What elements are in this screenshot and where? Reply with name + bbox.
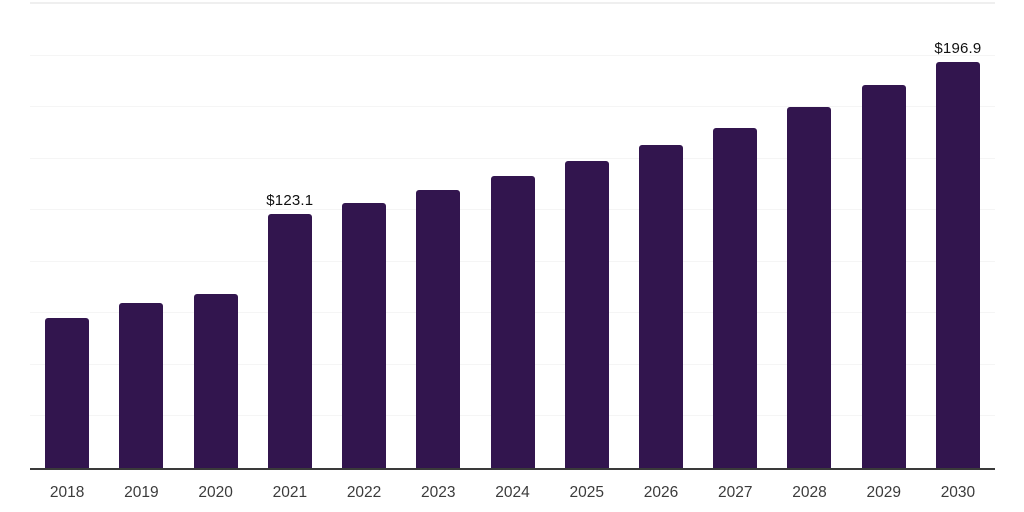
x-tick-2026: 2026 bbox=[643, 484, 679, 501]
bar-2029 bbox=[861, 85, 906, 468]
bar-2019 bbox=[119, 302, 164, 468]
bar-2027 bbox=[713, 127, 758, 468]
bar-2025 bbox=[564, 161, 609, 468]
bar-column-2026 bbox=[624, 4, 698, 468]
bar-column-2028 bbox=[772, 4, 846, 468]
value-label-2030: $196.9 bbox=[934, 39, 982, 57]
bar-column-2019 bbox=[104, 4, 178, 468]
bar-column-2027 bbox=[698, 4, 772, 468]
x-tick-2029: 2029 bbox=[866, 484, 901, 501]
x-tick-2025: 2025 bbox=[569, 484, 604, 501]
bar-column-2020 bbox=[178, 4, 252, 468]
bar-2026 bbox=[638, 144, 683, 468]
plot-area: $123.1 $196.9 bbox=[30, 2, 995, 470]
bar-2020 bbox=[193, 294, 238, 468]
bar-2024 bbox=[490, 176, 535, 468]
bar-column-2022 bbox=[327, 4, 401, 468]
bar-column-2025 bbox=[550, 4, 624, 468]
x-tick-2023: 2023 bbox=[421, 484, 456, 501]
bar-column-2021: $123.1 bbox=[253, 4, 327, 468]
x-axis-labels: 2018 2019 2020 2021 2022 2023 2024 2025 2026 2027… bbox=[30, 480, 995, 506]
bars: $123.1 $196.9 bbox=[30, 4, 995, 468]
bar-2023 bbox=[416, 190, 461, 468]
bar-2018 bbox=[45, 317, 90, 468]
bar-column-2029 bbox=[847, 4, 921, 468]
x-tick-2027: 2027 bbox=[717, 484, 753, 501]
x-tick-2018: 2018 bbox=[49, 484, 85, 501]
bar-2022 bbox=[342, 202, 387, 468]
x-tick-2024: 2024 bbox=[495, 484, 530, 501]
bar-column-2030: $196.9 bbox=[921, 4, 995, 468]
bar-column-2024 bbox=[475, 4, 549, 468]
x-tick-2021: 2021 bbox=[272, 484, 308, 501]
bar-column-2023 bbox=[401, 4, 475, 468]
gridline bbox=[30, 106, 995, 108]
value-label-2021: $123.1 bbox=[266, 192, 314, 210]
gridline bbox=[30, 157, 995, 159]
gridline bbox=[30, 54, 995, 56]
x-tick-2019: 2019 bbox=[124, 484, 159, 501]
bar-2021: $123.1 bbox=[266, 192, 313, 468]
bar-column-2018 bbox=[30, 4, 104, 468]
x-tick-2030: 2030 bbox=[940, 484, 976, 501]
x-tick-2020: 2020 bbox=[198, 484, 233, 501]
x-tick-2028: 2028 bbox=[792, 484, 827, 501]
x-tick-2022: 2022 bbox=[346, 484, 382, 501]
bar-2030: $196.9 bbox=[934, 40, 981, 468]
bar-2028 bbox=[787, 106, 832, 468]
